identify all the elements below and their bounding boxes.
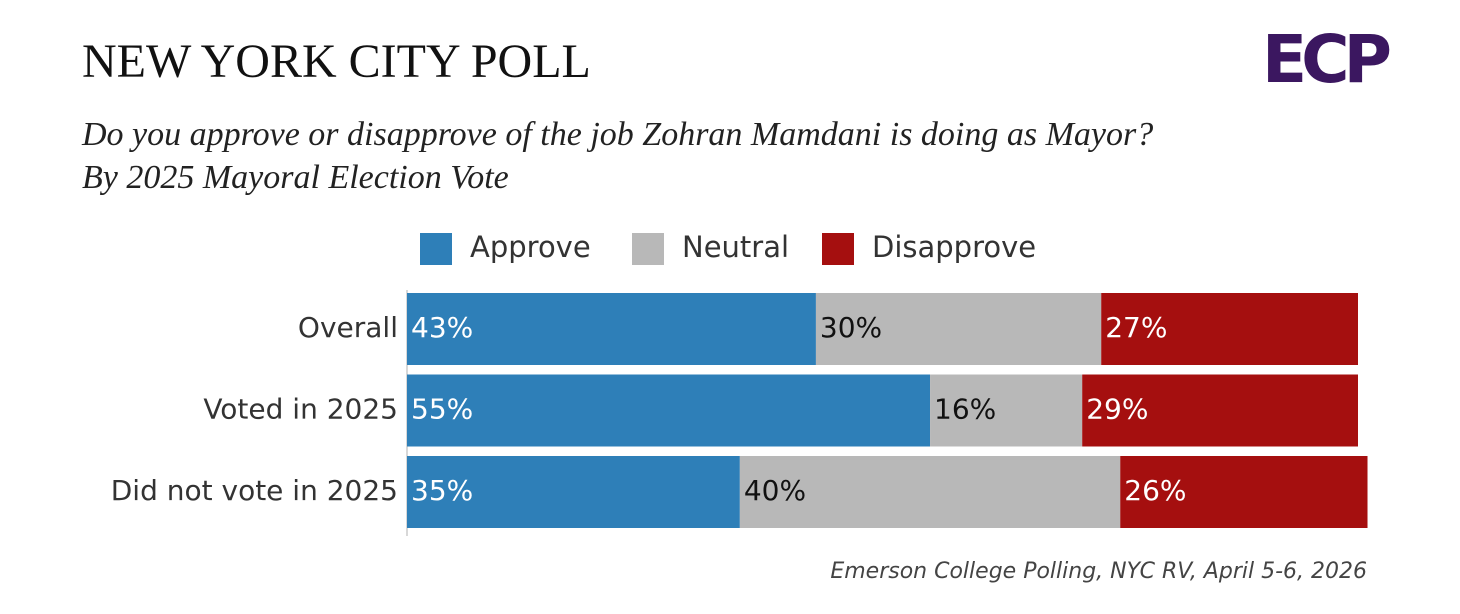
- data-label: 55%: [411, 393, 473, 426]
- data-label: 16%: [934, 393, 996, 426]
- source-note: Emerson College Polling, NYC RV, April 5…: [830, 559, 1367, 584]
- legend-swatch: [632, 233, 664, 265]
- legend-swatch: [420, 233, 452, 265]
- data-label: 35%: [411, 474, 473, 507]
- chart-subtitle: By 2025 Mayoral Election Vote: [82, 159, 509, 196]
- data-label: 30%: [820, 311, 882, 344]
- bar-segment: [1101, 293, 1358, 365]
- bar-segment: [407, 293, 816, 365]
- data-label: 43%: [411, 311, 473, 344]
- legend-swatch: [822, 233, 854, 265]
- data-label: 27%: [1105, 311, 1167, 344]
- legend-label: Approve: [470, 230, 591, 264]
- bar-segment: [407, 374, 931, 447]
- bar-segment: [407, 456, 740, 528]
- y-tick-label: Voted in 2025: [203, 393, 398, 426]
- chart-title: NEW YORK CITY POLL: [82, 35, 591, 88]
- logo: ECP: [1262, 21, 1390, 98]
- chart-subtitle: Do you approve or disapprove of the job …: [81, 116, 1153, 153]
- data-label: 26%: [1124, 474, 1186, 507]
- bar-segment: [1120, 456, 1368, 528]
- data-label: 40%: [744, 474, 806, 507]
- data-label: 29%: [1086, 393, 1148, 426]
- bar-segment: [930, 374, 1083, 447]
- y-tick-label: Overall: [298, 311, 398, 344]
- legend-label: Disapprove: [872, 230, 1036, 264]
- bar-segment: [739, 456, 1121, 528]
- legend-label: Neutral: [682, 230, 789, 264]
- y-tick-label: Did not vote in 2025: [111, 474, 398, 507]
- bar-segment: [1082, 374, 1358, 447]
- bar-segment: [815, 293, 1102, 365]
